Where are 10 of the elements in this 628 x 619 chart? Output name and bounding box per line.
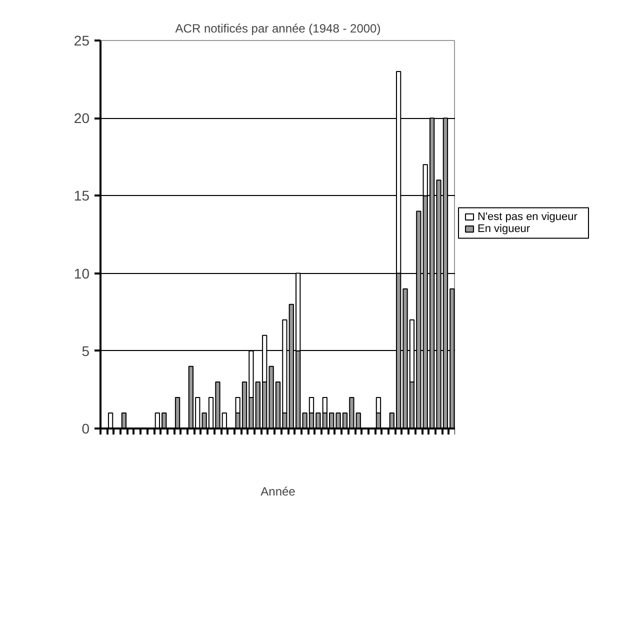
y-tick-label: 15: [74, 188, 90, 204]
legend-label: N'est pas en vigueur: [478, 210, 578, 223]
y-tick-label: 10: [74, 265, 90, 282]
y-tick-label: 25: [74, 32, 90, 48]
x-axis-title: Année: [260, 484, 296, 498]
chart-title: ACR notificés par année (1948 - 2000): [175, 22, 381, 36]
y-tick-label: 0: [82, 420, 90, 436]
y-tick-label: 20: [74, 110, 90, 126]
legend-label: En vigueur: [478, 223, 530, 236]
y-tick-label: 5: [82, 342, 90, 359]
